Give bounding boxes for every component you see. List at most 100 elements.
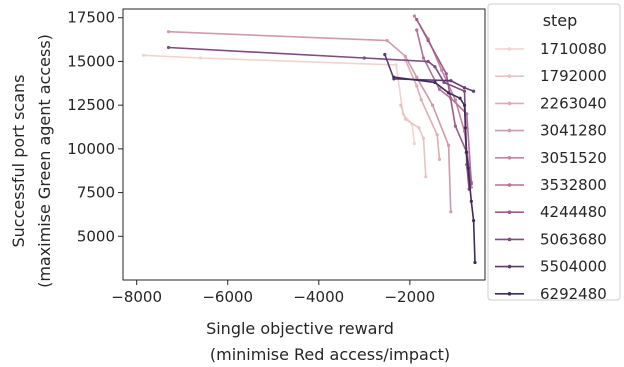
- legend: step 1710080 1792000 2263040 3041280 3051520…: [487, 3, 621, 303]
- x-tick-label: −4000: [293, 288, 344, 306]
- legend-item: 5504000: [495, 258, 607, 276]
- series-1792000: [399, 103, 428, 179]
- data-point-3041280-6: [449, 210, 453, 214]
- data-point-6292480-4: [462, 103, 467, 107]
- legend-item: 3532800: [495, 176, 607, 194]
- legend-label: 3041280: [540, 122, 607, 140]
- data-point-3532800-1: [421, 56, 426, 60]
- legend-marker: [507, 101, 512, 106]
- legend-item: 6292480: [495, 285, 607, 303]
- y-tick-label: 17500: [67, 9, 115, 27]
- legend-item: 3051520: [495, 149, 607, 167]
- legend-marker: [507, 183, 512, 187]
- data-point-3051520-0: [412, 14, 416, 18]
- data-point-3041280-2: [403, 54, 407, 58]
- y-axis-ticks: 5000 7500 10000 12500 15000 17500: [67, 9, 123, 245]
- y-axis-label-line2: (maximise Green agent access): [35, 34, 54, 288]
- data-point-3532800-0: [415, 28, 419, 32]
- legend-marker: [507, 47, 512, 51]
- data-point-1792000-1: [403, 117, 407, 121]
- data-point-6292480-2: [447, 91, 451, 95]
- legend-label: 5504000: [540, 258, 607, 276]
- y-tick-label: 15000: [67, 52, 115, 70]
- data-point-4244480-2: [444, 72, 448, 76]
- data-point-3051520-2: [440, 68, 444, 72]
- data-point-1792000-2: [417, 126, 421, 130]
- data-point-3041280-3: [415, 75, 419, 79]
- legend-frame: [487, 3, 621, 301]
- data-point-1710080-1: [198, 56, 202, 60]
- data-point-1792000-0: [399, 103, 403, 107]
- legend-label: 1710080: [540, 40, 607, 58]
- legend-marker: [507, 292, 512, 296]
- data-point-5504000-4: [472, 89, 476, 93]
- data-point-5063680-2: [426, 59, 430, 64]
- legend-item: 4244480: [495, 203, 607, 221]
- data-point-3041280-1: [385, 38, 389, 43]
- data-point-6292480-3: [458, 96, 462, 100]
- data-point-5063680-4: [442, 80, 446, 84]
- data-point-5504000-3: [462, 86, 467, 90]
- data-point-1710080-5: [412, 142, 416, 146]
- legend-marker: [507, 237, 512, 242]
- series-line-1710080: [143, 54, 416, 144]
- data-point-5063680-1: [362, 56, 366, 60]
- data-point-3051520-3: [453, 98, 457, 102]
- legend-marker: [507, 156, 512, 160]
- legend-marker: [507, 74, 512, 78]
- legend-item: 1792000: [495, 67, 607, 85]
- legend-item: 1710080: [495, 40, 607, 58]
- legend-label: 4244480: [540, 203, 607, 221]
- legend-label: 3051520: [540, 149, 607, 167]
- legend-item: 2263040: [495, 94, 607, 112]
- legend-label: 2263040: [540, 94, 607, 112]
- legend-item: 3041280: [495, 122, 607, 140]
- data-point-6292480-8: [469, 199, 473, 203]
- plot-frame: [122, 8, 486, 281]
- data-point-4244480-3: [453, 124, 457, 128]
- data-point-2263040-2: [419, 98, 423, 102]
- data-point-6292480-10: [473, 260, 477, 265]
- x-tick-label: −2000: [384, 288, 435, 306]
- data-point-6292480-9: [472, 219, 476, 223]
- data-point-3041280-5: [447, 143, 451, 147]
- x-tick-label: −8000: [111, 288, 162, 306]
- data-point-2263040-4: [437, 157, 442, 161]
- data-point-3532800-2: [437, 87, 442, 91]
- data-point-6292480-0: [392, 75, 396, 79]
- legend-label: 1792000: [540, 67, 607, 85]
- data-point-3041280-0: [166, 30, 171, 34]
- data-point-1710080-2: [394, 63, 398, 67]
- data-point-4244480-1: [426, 38, 430, 43]
- x-tick-label: −6000: [202, 288, 253, 306]
- x-axis-ticks: −8000 −6000 −4000 −2000: [111, 280, 435, 306]
- data-point-4244480-0: [415, 17, 419, 22]
- legend-marker: [507, 264, 512, 269]
- data-point-6292480-6: [464, 150, 468, 154]
- plot-area: [122, 8, 486, 281]
- legend-title: step: [543, 11, 578, 30]
- data-point-3041280-4: [431, 103, 435, 107]
- series-6292480: [392, 75, 477, 265]
- y-tick-label: 12500: [67, 96, 115, 114]
- data-point-5504000-0: [383, 52, 387, 57]
- legend-items: 1710080 1792000 2263040 3041280 3051520 35328…: [495, 40, 607, 303]
- data-point-6292480-5: [463, 126, 467, 130]
- y-tick-label: 5000: [77, 227, 115, 245]
- y-tick-label: 10000: [67, 140, 115, 158]
- series-line-3532800: [415, 29, 473, 183]
- data-point-2263040-1: [415, 84, 419, 88]
- legend-label: 3532800: [540, 176, 607, 194]
- data-point-5063680-3: [433, 65, 437, 69]
- data-point-5504000-2: [449, 79, 453, 83]
- series-3041280: [166, 30, 453, 214]
- y-axis-label-line1: Successful port scans: [9, 74, 28, 247]
- legend-label: 5063680: [540, 230, 607, 248]
- legend-item: 5063680: [495, 230, 607, 248]
- series-3532800: [415, 28, 473, 184]
- data-point-1710080-0: [141, 53, 146, 57]
- data-point-5063680-5: [462, 89, 467, 93]
- legend-marker: [507, 210, 512, 214]
- x-axis-label-line2: (minimise Red access/impact): [210, 345, 450, 364]
